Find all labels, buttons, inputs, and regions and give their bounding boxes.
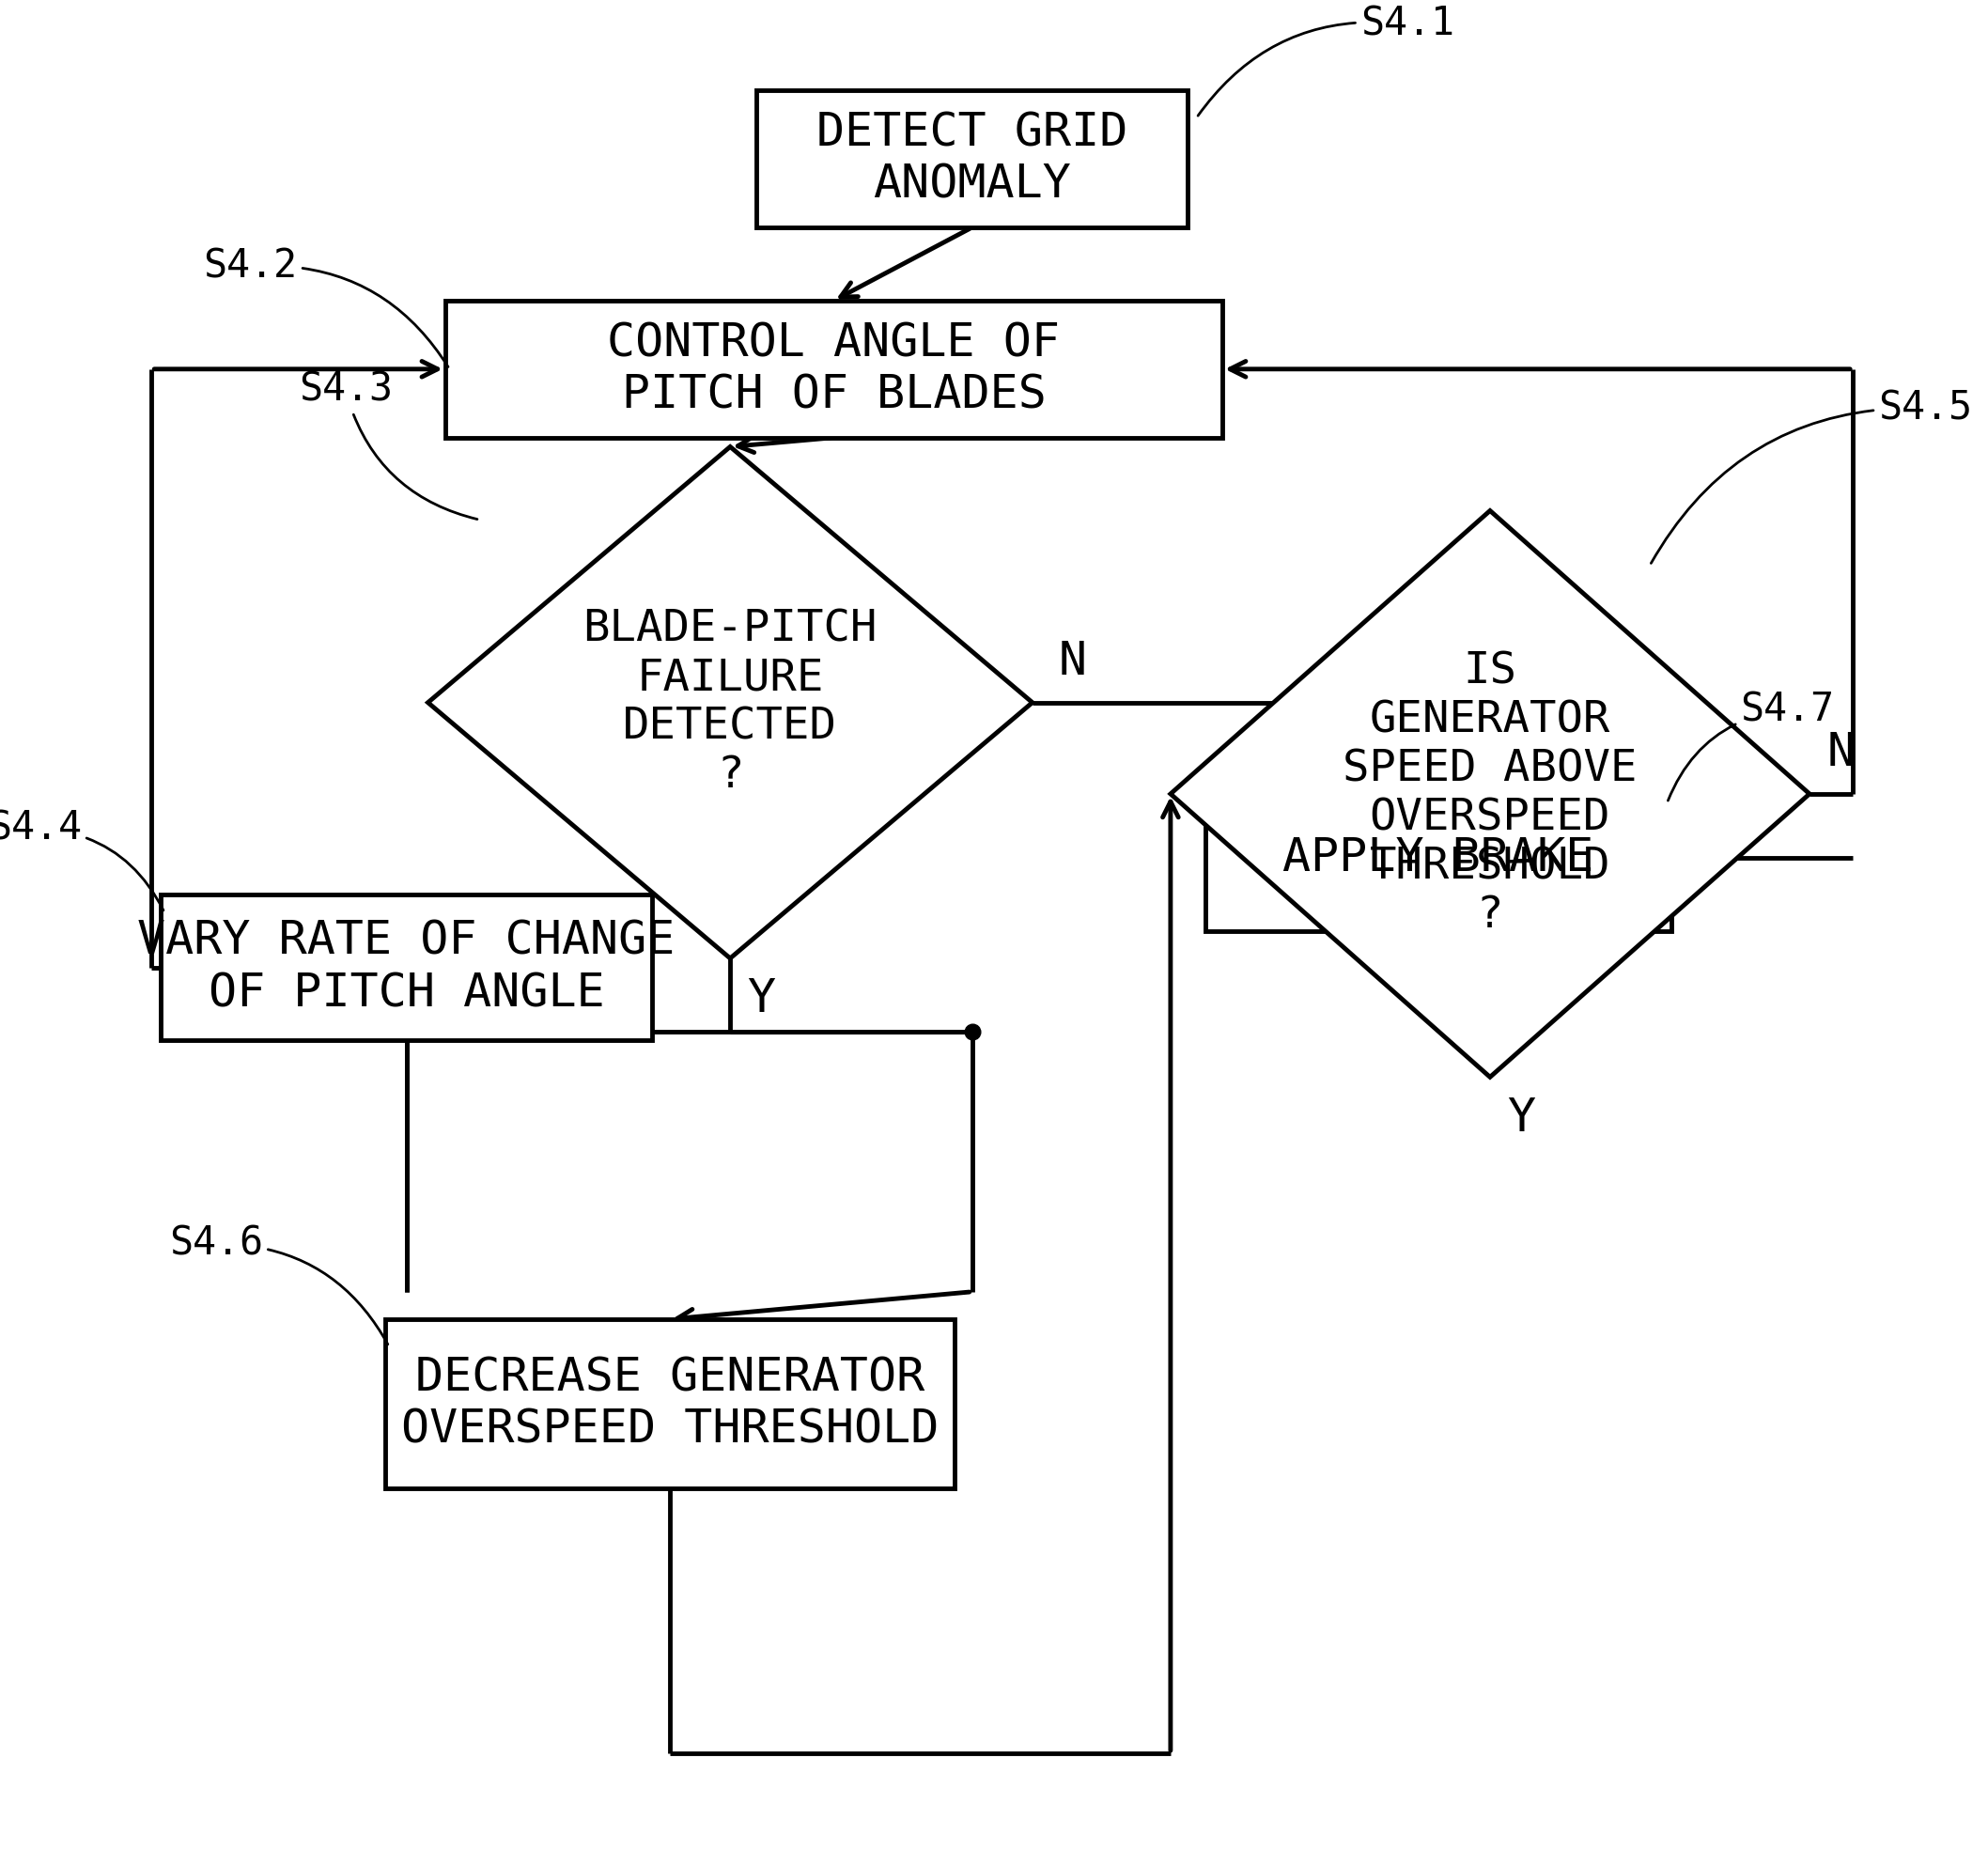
Text: N: N bbox=[1827, 731, 1855, 776]
Bar bbox=[1205, 785, 1672, 931]
Text: S4.6: S4.6 bbox=[169, 1224, 388, 1344]
Bar bbox=[445, 300, 1223, 437]
Text: DECREASE GENERATOR
OVERSPEED THRESHOLD: DECREASE GENERATOR OVERSPEED THRESHOLD bbox=[402, 1355, 938, 1453]
Text: S4.3: S4.3 bbox=[298, 370, 477, 520]
Text: DETECT GRID
ANOMALY: DETECT GRID ANOMALY bbox=[817, 111, 1127, 207]
Text: N: N bbox=[1058, 639, 1087, 685]
Bar bbox=[161, 894, 652, 1040]
Text: Y: Y bbox=[747, 977, 775, 1022]
Text: BLADE-PITCH
FAILURE
DETECTED
?: BLADE-PITCH FAILURE DETECTED ? bbox=[582, 609, 877, 798]
Text: S4.7: S4.7 bbox=[1668, 690, 1835, 801]
Text: S4.2: S4.2 bbox=[203, 246, 447, 366]
Text: Y: Y bbox=[1507, 1096, 1535, 1140]
Text: CONTROL ANGLE OF
PITCH OF BLADES: CONTROL ANGLE OF PITCH OF BLADES bbox=[608, 320, 1060, 418]
Polygon shape bbox=[427, 446, 1032, 959]
Text: APPLY BRAKE: APPLY BRAKE bbox=[1282, 835, 1594, 881]
Text: S4.1: S4.1 bbox=[1199, 4, 1455, 117]
Bar bbox=[386, 1320, 954, 1488]
Text: IS
GENERATOR
SPEED ABOVE
OVERSPEED
THRESHOLD
?: IS GENERATOR SPEED ABOVE OVERSPEED THRES… bbox=[1342, 650, 1638, 937]
Text: VARY RATE OF CHANGE
OF PITCH ANGLE: VARY RATE OF CHANGE OF PITCH ANGLE bbox=[137, 918, 676, 1016]
Text: S4.4: S4.4 bbox=[0, 809, 163, 911]
Bar bbox=[755, 91, 1187, 228]
Polygon shape bbox=[1171, 511, 1809, 1077]
Text: S4.5: S4.5 bbox=[1652, 389, 1972, 563]
